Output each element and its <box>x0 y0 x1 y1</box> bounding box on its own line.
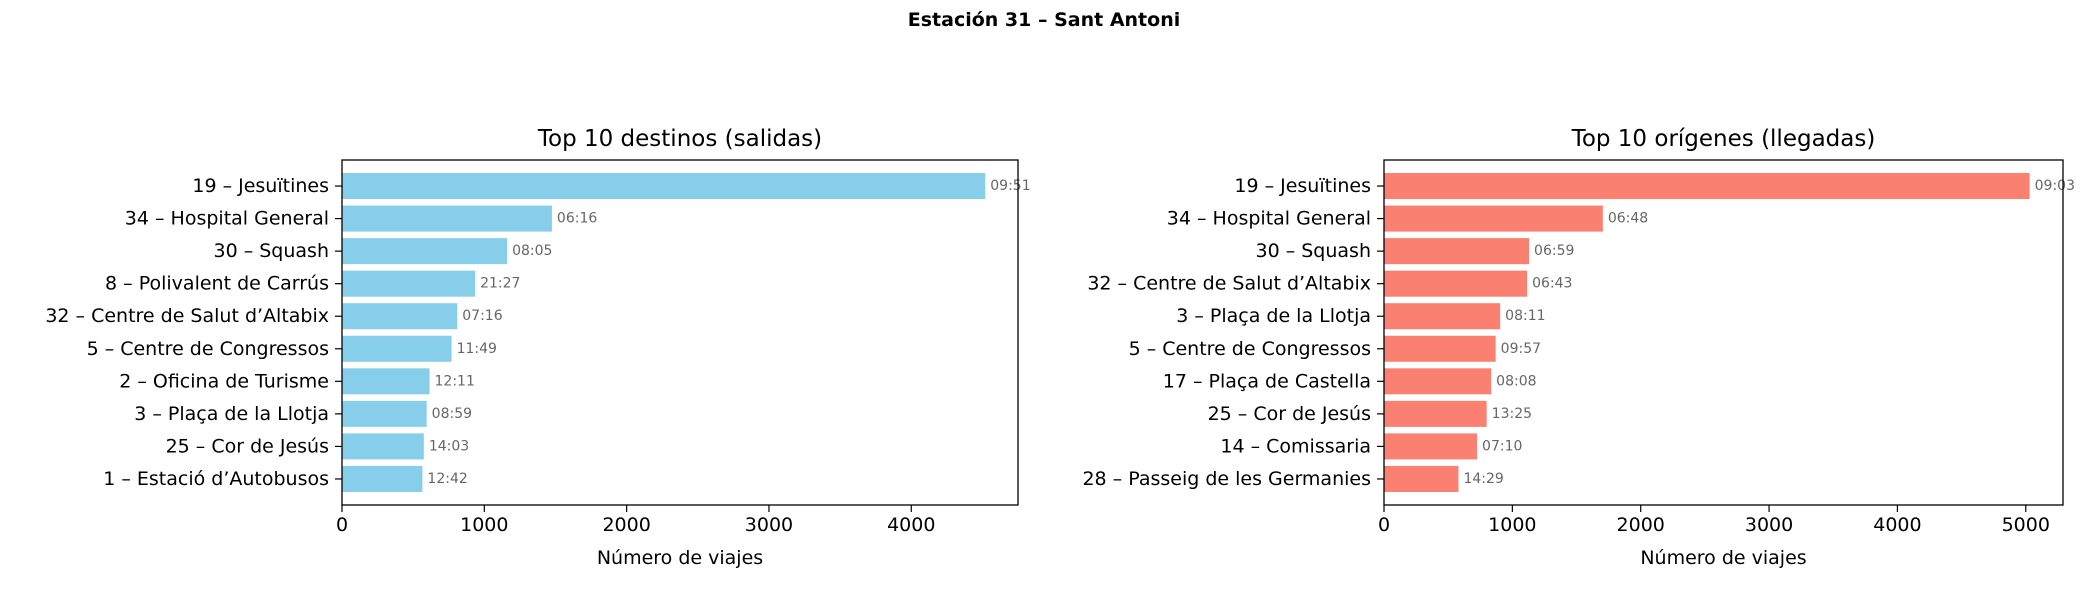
category-label: 34 – Hospital General <box>1167 208 1371 230</box>
category-label: 17 – Plaça de Castella <box>1163 370 1371 392</box>
bar-8 <box>1384 400 1487 427</box>
bar-6 <box>1384 335 1496 362</box>
category-label: 32 – Centre de Salut d’Altabix <box>1087 273 1371 295</box>
axes-frame <box>341 159 1019 506</box>
x-tick-label: 1000 <box>1488 514 1536 536</box>
bar-9 <box>342 433 424 460</box>
axes-frame <box>1383 159 2064 506</box>
x-tick-label: 2000 <box>602 514 650 536</box>
bar-annotation: 09:03 <box>2035 178 2075 194</box>
category-label: 34 – Hospital General <box>125 208 329 230</box>
bar-annotation: 07:10 <box>1482 438 1522 454</box>
bar-6 <box>342 335 452 362</box>
x-axis-label: Número de viajes <box>597 547 763 569</box>
bar-annotation: 09:57 <box>1501 341 1541 357</box>
bar-7 <box>1384 368 1492 395</box>
category-label: 32 – Centre de Salut d’Altabix <box>45 305 329 327</box>
bar-5 <box>342 303 458 330</box>
category-label: 28 – Passeig de les Germanies <box>1082 468 1371 490</box>
x-tick-label: 2000 <box>1617 514 1665 536</box>
x-tick-label: 1000 <box>460 514 508 536</box>
category-label: 8 – Polivalent de Carrús <box>105 273 329 295</box>
left-chart-panel: Top 10 destinos (salidas) 19 – Jesuïtines… <box>45 126 1030 569</box>
x-tick-label: 4000 <box>887 514 935 536</box>
bar-1 <box>1384 173 2030 200</box>
bar-annotation: 06:43 <box>1532 276 1572 292</box>
bar-annotation: 12:11 <box>435 373 475 389</box>
x-tick-label: 0 <box>336 514 348 536</box>
bar-2 <box>1384 205 1603 232</box>
category-label: 25 – Cor de Jesús <box>166 435 329 457</box>
bar-annotation: 06:59 <box>1534 243 1574 259</box>
bar-8 <box>342 400 427 427</box>
category-label: 19 – Jesuïtines <box>192 175 329 197</box>
bar-annotation: 12:42 <box>427 471 467 487</box>
x-axis-label: Número de viajes <box>1640 547 1806 569</box>
bar-9 <box>1384 433 1478 460</box>
category-label: 30 – Squash <box>1255 240 1371 262</box>
bar-annotation: 08:08 <box>1496 373 1536 389</box>
bar-10 <box>1384 465 1459 492</box>
bar-annotation: 11:49 <box>457 341 497 357</box>
category-label: 3 – Plaça de la Llotja <box>1176 305 1371 327</box>
category-label: 2 – Oficina de Turisme <box>119 370 329 392</box>
bar-annotation: 07:16 <box>462 308 502 324</box>
bar-2 <box>342 205 552 232</box>
bar-10 <box>342 465 423 492</box>
chart-title: Top 10 orígenes (llegadas) <box>1571 126 1876 152</box>
bar-5 <box>1384 303 1501 330</box>
category-label: 1 – Estació d’Autobusos <box>103 468 329 490</box>
bar-3 <box>342 238 508 265</box>
bar-annotation: 08:11 <box>1505 308 1545 324</box>
bar-annotation: 13:25 <box>1492 406 1532 422</box>
category-label: 5 – Centre de Congressos <box>87 338 329 360</box>
figure-title: Estación 31 – Sant Antoni <box>907 9 1181 31</box>
bar-annotation: 06:16 <box>557 211 597 227</box>
bar-annotation: 14:03 <box>429 438 469 454</box>
bar-4 <box>1384 270 1528 297</box>
category-label: 14 – Comissaria <box>1220 435 1371 457</box>
bar-annotation: 08:59 <box>432 406 472 422</box>
bar-7 <box>342 368 430 395</box>
bar-annotation: 06:48 <box>1608 211 1648 227</box>
bar-4 <box>342 270 476 297</box>
x-tick-label: 5000 <box>2002 514 2050 536</box>
x-tick-label: 3000 <box>1745 514 1793 536</box>
category-label: 25 – Cor de Jesús <box>1208 403 1371 425</box>
x-tick-label: 0 <box>1378 514 1390 536</box>
bar-annotation: 21:27 <box>480 276 520 292</box>
right-chart-panel: Top 10 orígenes (llegadas) 19 – Jesuïtine… <box>1082 126 2075 569</box>
bar-annotation: 08:05 <box>512 243 552 259</box>
category-label: 30 – Squash <box>213 240 329 262</box>
x-tick-label: 3000 <box>745 514 793 536</box>
bar-annotation: 09:51 <box>990 178 1030 194</box>
chart-title: Top 10 destinos (salidas) <box>537 126 822 152</box>
x-tick-label: 4000 <box>1873 514 1921 536</box>
category-label: 19 – Jesuïtines <box>1234 175 1371 197</box>
category-label: 5 – Centre de Congressos <box>1129 338 1371 360</box>
bar-3 <box>1384 238 1530 265</box>
category-label: 3 – Plaça de la Llotja <box>134 403 329 425</box>
bar-annotation: 14:29 <box>1463 471 1503 487</box>
bar-1 <box>342 173 986 200</box>
